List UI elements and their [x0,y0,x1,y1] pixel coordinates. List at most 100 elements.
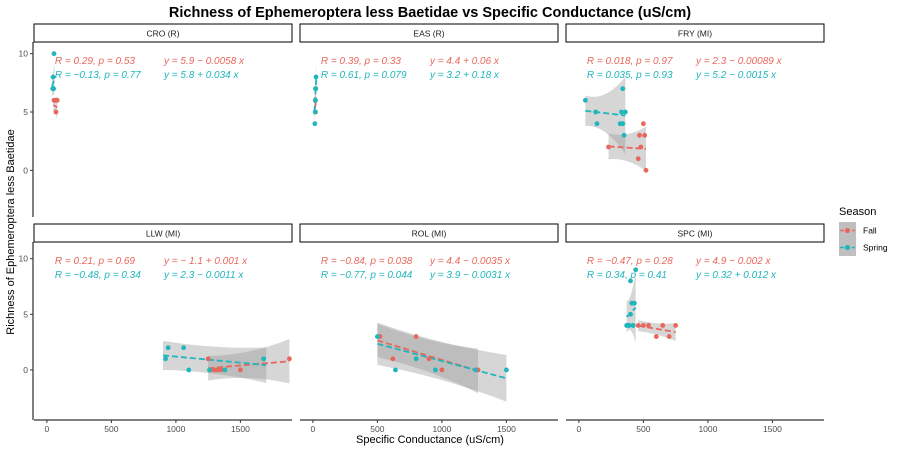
data-point-spring [628,311,633,317]
data-point-spring [594,121,600,127]
regression-line-fall [52,104,58,109]
panel-llw: LLW (MI) R = 0.21, p = 0.69 y = − 1.1 + 0.… [19,223,293,434]
x-tick-label: 1000 [166,424,185,434]
data-point-spring [181,345,187,351]
data-point-spring [207,367,212,373]
data-point-spring [375,334,380,339]
annotation-spring-equation: y = 3.9 − 0.0031 x [429,270,511,281]
panel-strip [299,23,559,43]
data-point-spring [504,367,509,373]
x-tick-label: 500 [104,424,118,434]
annotation-fall-correlation: R = 0.21, p = 0.69 [55,256,135,267]
y-tick-label: 0 [23,365,28,375]
confidence-band-spring [585,77,626,154]
legend-key-fall-point [844,227,851,234]
data-point-fall [606,144,611,150]
panel-spc: SPC (MI) R = −0.47, p = 0.28 y = 4.9 − 0.0… [565,223,825,434]
confidence-band-spring [377,322,507,402]
data-point-spring [619,109,624,115]
panel-strip [299,223,559,243]
data-point-spring [393,367,398,373]
data-point-spring [313,97,318,103]
data-point-spring [312,109,318,115]
annotation-spring-equation: y = 5.8 + 0.034 x [163,70,239,81]
data-point-fall [642,132,648,138]
y-tick-label: 10 [19,49,29,59]
legend-title: Season [839,206,876,218]
annotation-fall-equation: y = 5.9 − 0.0058 x [163,56,245,67]
annotation-spring-correlation: R = −0.77, p = 0.044 [321,270,413,281]
data-point-spring [50,74,56,80]
regression-line-spring [625,307,637,318]
panel-strip-label: EAS (R) [413,29,444,39]
data-point-fall [238,367,243,373]
panel-strip-label: FRY (MI) [678,29,712,39]
data-point-fall [390,356,396,362]
data-point-fall [413,334,419,339]
panel-strip-label: SPC (MI) [678,229,713,239]
data-point-spring [617,121,623,127]
panel-strip [565,23,825,43]
panel-strip-label: LLW (MI) [146,229,180,239]
legend-label-fall: Fall [863,226,877,236]
data-point-spring [631,300,637,306]
annotation-fall-correlation: R = 0.018, p = 0.97 [587,56,673,67]
panel-plot-area [582,77,649,173]
data-point-spring [622,109,628,115]
legend: Season Fall Spring [839,206,888,256]
y-axis-title: Richness of Ephemeroptera less Baetidae [5,129,17,334]
data-point-spring [621,132,627,138]
legend-key-spring-point [844,244,851,251]
data-point-fall [638,144,644,150]
data-point-fall [643,167,649,173]
data-point-fall [53,109,59,115]
annotation-spring-correlation: R = 0.61, p = 0.079 [321,70,407,81]
data-point-fall [287,356,292,362]
annotation-spring-correlation: R = 0.34, p = 0.41 [587,270,667,281]
annotation-spring-equation: y = 0.32 + 0.012 x [695,270,777,281]
y-tick-label: 10 [19,254,29,264]
annotation-fall-equation: y = 2.3 − 0.00089 x [695,56,783,67]
regression-line-spring [51,79,56,87]
data-point-spring [628,278,633,284]
data-point-spring [186,367,192,373]
data-point-fall [52,97,58,103]
x-tick-label: 0 [577,424,582,434]
panel-strip [565,223,825,243]
panel-strip-label: CRO (R) [146,29,179,39]
panel-fry: FRY (MI) R = 0.018, p = 0.97 y = 2.3 − 0.0… [565,23,825,173]
x-tick-label: 500 [370,424,384,434]
panel-cro: CRO (R) R = 0.29, p = 0.53 y = 5.9 − 0.005… [19,23,293,217]
data-point-fall [218,367,224,373]
y-tick-label: 5 [23,107,28,117]
data-point-spring [413,356,419,362]
data-point-spring [51,51,57,57]
panel-strip [33,223,293,243]
panel-strip-label: ROL (MI) [412,229,447,239]
data-point-spring [626,323,632,328]
regression-line-spring [377,342,507,380]
annotation-spring-correlation: R = −0.48, p = 0.34 [55,270,141,281]
panel-eas: EAS (R) R = 0.39, p = 0.33 y = 4.4 + 0.06 … [299,23,559,127]
annotation-spring-equation: y = 5.2 − 0.0015 x [695,70,777,81]
data-point-spring [313,74,319,80]
data-point-fall [205,356,211,362]
confidence-band-fall [208,339,290,384]
panel-plot-area [162,339,292,384]
x-axis-title: Specific Conductance (uS/cm) [356,434,504,446]
regression-line-fall [638,324,676,333]
data-point-spring [163,356,168,362]
data-point-spring [51,86,57,92]
regression-line-fall [208,360,290,370]
data-point-spring [620,86,626,92]
x-tick-label: 1500 [497,424,516,434]
data-point-spring [312,121,318,127]
annotation-fall-equation: y = 4.4 + 0.06 x [429,56,500,67]
panel-plot-area [624,267,679,344]
regression-line-spring [313,79,318,113]
annotation-fall-correlation: R = −0.47, p = 0.28 [587,256,673,267]
regression-line-spring [162,354,267,367]
facet-panels: CRO (R) R = 0.29, p = 0.53 y = 5.9 − 0.005… [19,23,825,434]
x-tick-label: 1500 [231,424,250,434]
annotation-fall-correlation: R = 0.39, p = 0.33 [321,56,401,67]
